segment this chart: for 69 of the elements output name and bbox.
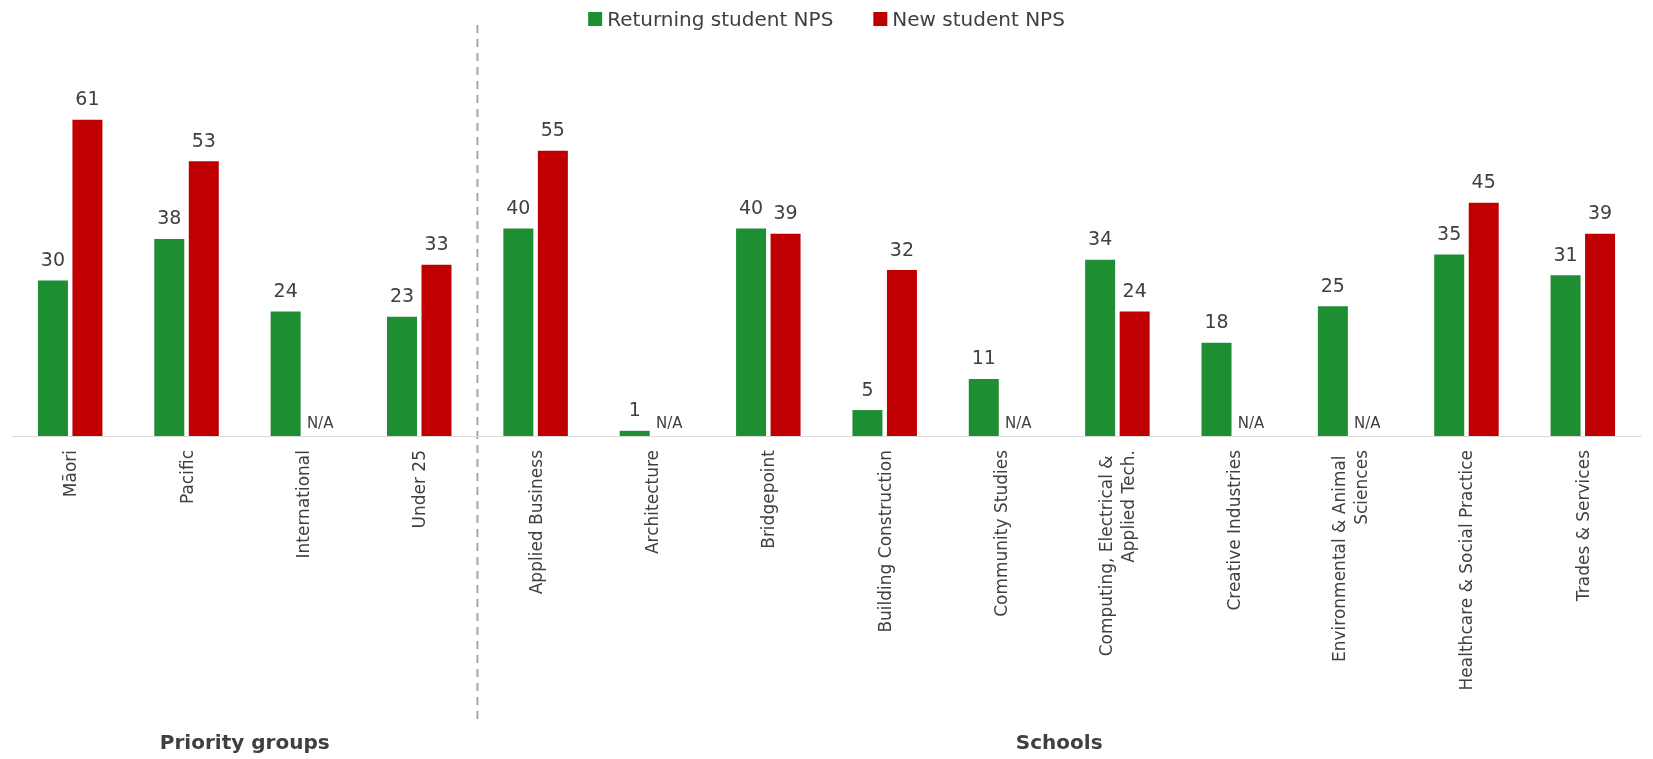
text: N/A bbox=[655, 413, 683, 432]
data-label: 18 bbox=[1204, 310, 1229, 333]
bar bbox=[154, 238, 185, 436]
x-tick-label: Healthcare & Social Practice bbox=[1456, 450, 1477, 691]
data-label: 53 bbox=[191, 128, 216, 151]
text: N/A bbox=[1237, 413, 1265, 432]
bar bbox=[1119, 311, 1150, 436]
x-tick-label: Pacific bbox=[176, 450, 197, 505]
bar bbox=[736, 228, 767, 436]
x-tick-label: Computing, Electrical & Applied Tech. bbox=[1096, 450, 1139, 657]
bar bbox=[1585, 233, 1616, 436]
text: N/A bbox=[1354, 413, 1381, 432]
x-tick-label: Applied Business bbox=[525, 449, 546, 595]
data-label: 31 bbox=[1553, 242, 1578, 265]
bar bbox=[1317, 306, 1348, 436]
bar bbox=[270, 311, 301, 436]
bar bbox=[852, 410, 883, 436]
data-label: 55 bbox=[540, 118, 565, 141]
bar bbox=[1085, 259, 1116, 436]
data-label: 24 bbox=[273, 279, 298, 302]
bar bbox=[1201, 342, 1232, 436]
data-label: 40 bbox=[738, 196, 764, 219]
x-tick-label: Community Studies bbox=[991, 449, 1012, 617]
data-label: 11 bbox=[971, 346, 996, 369]
data-label: 39 bbox=[773, 201, 798, 224]
data-label: 39 bbox=[1587, 201, 1613, 224]
bar bbox=[387, 316, 417, 436]
text: Schools bbox=[1015, 730, 1103, 754]
bar bbox=[770, 233, 801, 436]
data-label: 1 bbox=[628, 398, 641, 421]
x-tick-label: Bridgepoint bbox=[758, 449, 779, 549]
data-label: 23 bbox=[389, 284, 415, 307]
data-label: 45 bbox=[1471, 170, 1496, 193]
text: N/A bbox=[306, 413, 334, 432]
data-label: 38 bbox=[157, 206, 182, 229]
x-tick-label: International bbox=[292, 450, 313, 559]
data-label: 40 bbox=[506, 196, 531, 219]
data-label: 32 bbox=[889, 237, 915, 260]
bar bbox=[619, 430, 650, 436]
data-label: 24 bbox=[1122, 279, 1147, 302]
bar bbox=[188, 161, 219, 436]
bar bbox=[1434, 254, 1465, 436]
data-label: 34 bbox=[1088, 227, 1113, 250]
bar bbox=[886, 270, 917, 436]
legend-label: Returning student NPS bbox=[607, 7, 834, 31]
bar bbox=[968, 378, 999, 436]
bar bbox=[503, 228, 534, 436]
text: Priority groups bbox=[159, 730, 330, 754]
bar bbox=[37, 280, 68, 436]
x-tick-label: Architecture bbox=[641, 450, 662, 555]
x-tick-label: Māori bbox=[60, 450, 81, 498]
legend-label: New student NPS bbox=[892, 7, 1065, 31]
data-label: 61 bbox=[75, 87, 100, 110]
bar bbox=[421, 264, 452, 436]
data-label: 5 bbox=[861, 377, 874, 400]
text: N/A bbox=[1005, 413, 1032, 432]
bar bbox=[1550, 275, 1581, 436]
data-label: 35 bbox=[1437, 222, 1462, 244]
x-tick-label: Creative Industries bbox=[1223, 449, 1244, 611]
x-tick-label: Environmental & Animal Sciences bbox=[1329, 449, 1372, 662]
x-tick-label: Building Construction bbox=[874, 450, 895, 633]
data-label: 30 bbox=[40, 247, 66, 270]
bar bbox=[72, 119, 103, 436]
x-tick-label: Trades & Services bbox=[1572, 449, 1593, 603]
data-label: 33 bbox=[424, 232, 449, 255]
x-tick-label: Under 25 bbox=[409, 450, 430, 529]
data-label: 25 bbox=[1320, 273, 1345, 296]
bar bbox=[537, 150, 568, 436]
bar bbox=[1468, 202, 1499, 436]
